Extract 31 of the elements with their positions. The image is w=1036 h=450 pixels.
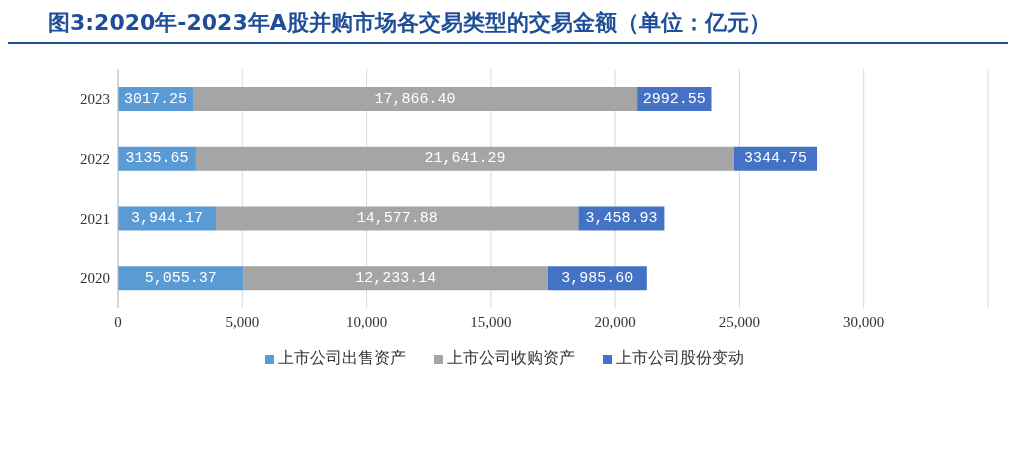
x-tick-label: 0 bbox=[114, 313, 122, 330]
legend-label: 上市公司出售资产 bbox=[277, 349, 406, 366]
chart-title: 图3:2020年-2023年A股并购市场各交易类型的交易金额（单位：亿元） bbox=[8, 8, 1008, 44]
data-label: 17,866.40 bbox=[374, 90, 456, 108]
bar bbox=[216, 206, 579, 231]
y-tick-label: 2023 bbox=[80, 91, 110, 108]
data-label: 3344.75 bbox=[743, 150, 807, 168]
bar bbox=[195, 146, 734, 171]
data-label: 3017.25 bbox=[123, 90, 188, 108]
y-tick-label: 2020 bbox=[80, 270, 110, 287]
data-label: 21,641.29 bbox=[424, 150, 506, 168]
y-tick-label: 2022 bbox=[80, 150, 110, 167]
data-label: 3,458.93 bbox=[585, 210, 658, 227]
x-tick-label: 30,000 bbox=[843, 313, 885, 330]
x-tick-label: 25,000 bbox=[718, 313, 761, 330]
legend-label: 上市公司收购资产 bbox=[446, 349, 575, 366]
bar bbox=[193, 87, 638, 111]
x-tick-label: 5,000 bbox=[225, 313, 260, 330]
data-label: 3,944.17 bbox=[131, 210, 204, 227]
bar bbox=[243, 266, 548, 291]
legend-label: 上市公司股份变动 bbox=[615, 349, 744, 366]
data-label: 3,985.60 bbox=[561, 269, 634, 287]
x-tick-label: 20,000 bbox=[594, 313, 636, 330]
data-label: 12,233.14 bbox=[355, 269, 437, 287]
y-tick-label: 2021 bbox=[80, 210, 110, 227]
data-label: 14,577.88 bbox=[356, 210, 438, 227]
data-label: 5,055.37 bbox=[144, 269, 217, 287]
data-label: 3135.65 bbox=[125, 150, 189, 168]
x-tick-label: 15,000 bbox=[470, 313, 512, 330]
data-label: 2992.55 bbox=[642, 90, 706, 108]
x-tick-label: 10,000 bbox=[345, 313, 388, 330]
